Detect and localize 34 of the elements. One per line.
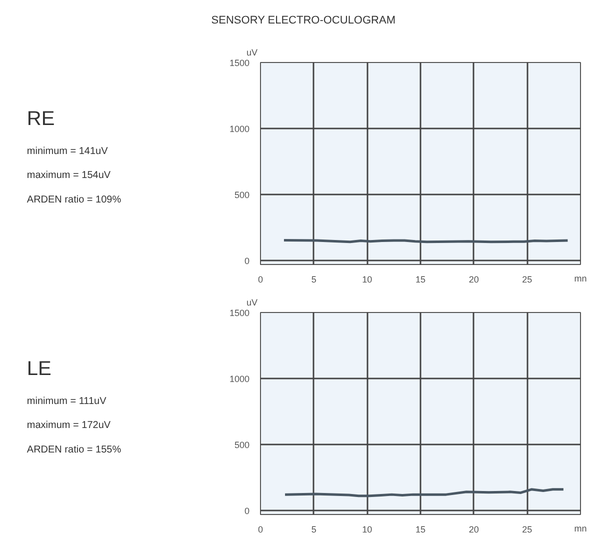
chart-title: SENSORY ELECTRO-OCULOGRAM bbox=[211, 14, 396, 26]
y-tick-label: 1500 bbox=[229, 58, 250, 68]
x-tick-label: 0 bbox=[258, 274, 264, 284]
text: maximum = 154uV bbox=[26, 170, 111, 182]
text: RE bbox=[26, 108, 55, 130]
x-tick-label: 10 bbox=[362, 524, 372, 534]
x-tick-label: 25 bbox=[522, 274, 532, 284]
y-axis-title: uV bbox=[246, 48, 258, 58]
x-tick-label: 5 bbox=[311, 524, 316, 534]
y-tick-label: 0 bbox=[244, 506, 250, 516]
text: ARDEN ratio = 109% bbox=[26, 194, 122, 206]
x-axis-title: mn bbox=[574, 274, 587, 284]
x-tick-label: 20 bbox=[468, 524, 479, 534]
x-tick-label: 15 bbox=[415, 524, 426, 534]
text: LE bbox=[26, 358, 52, 380]
y-tick-label: 1000 bbox=[229, 124, 250, 134]
x-tick-label: 20 bbox=[468, 274, 479, 284]
x-tick-label: 15 bbox=[415, 274, 426, 284]
x-tick-label: 25 bbox=[522, 524, 532, 534]
y-tick-label: 1500 bbox=[229, 308, 250, 318]
x-tick-label: 5 bbox=[311, 274, 316, 284]
x-tick-label: 10 bbox=[362, 274, 372, 284]
y-tick-label: 1000 bbox=[229, 374, 250, 384]
x-axis-title: mn bbox=[574, 524, 587, 534]
y-tick-label: 500 bbox=[234, 190, 250, 200]
y-axis-title: uV bbox=[246, 298, 258, 308]
text: minimum = 111uV bbox=[26, 396, 107, 407]
text: maximum = 172uV bbox=[26, 420, 111, 432]
text: minimum = 141uV bbox=[26, 146, 108, 157]
x-tick-label: 0 bbox=[258, 524, 264, 534]
text: ARDEN ratio = 155% bbox=[26, 444, 122, 456]
y-tick-label: 500 bbox=[234, 440, 250, 450]
y-tick-label: 0 bbox=[244, 256, 250, 266]
line-series bbox=[284, 488, 565, 498]
